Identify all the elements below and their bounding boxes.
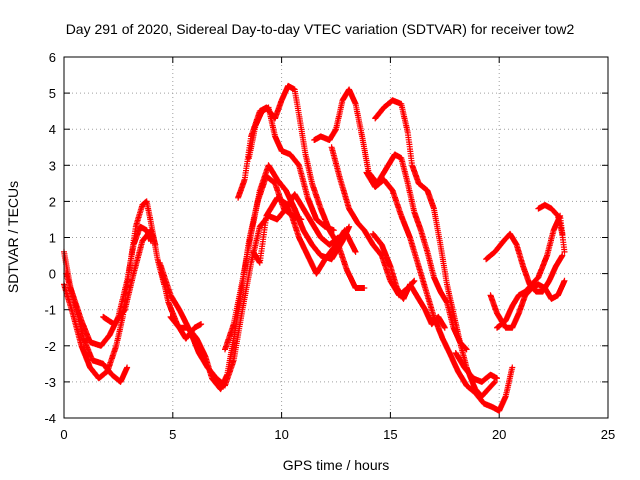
data-marker-path [363, 169, 516, 414]
x-tick-label: 5 [169, 427, 176, 442]
y-tick-label: 5 [49, 86, 56, 101]
data-marker-path [61, 198, 168, 382]
series-trace-21 [535, 202, 566, 237]
y-tick-label: -2 [44, 339, 56, 354]
data-marker-path [372, 97, 498, 400]
data-marker-path [156, 191, 342, 389]
y-tick-label: 2 [49, 194, 56, 209]
series-trace-17 [452, 350, 500, 385]
y-tick-label: 1 [49, 231, 56, 246]
data-marker-path [222, 162, 353, 353]
series-trace-19 [483, 230, 566, 295]
series-trace-11 [246, 104, 337, 234]
y-tick-label: -4 [44, 411, 56, 426]
data-marker-path [100, 227, 159, 328]
data-marker-path [483, 230, 566, 295]
data-marker-path [452, 350, 500, 385]
x-tick-label: 20 [492, 427, 506, 442]
x-axis-label: GPS time / hours [283, 457, 390, 473]
series-trace-7 [156, 191, 342, 389]
y-tick-label: 0 [49, 267, 56, 282]
series-trace-8 [222, 162, 353, 353]
series-trace-2 [61, 198, 168, 382]
series-trace-3 [63, 270, 131, 385]
y-tick-label: -3 [44, 375, 56, 390]
y-tick-label: 3 [49, 158, 56, 173]
series-trace-16 [363, 169, 516, 414]
series-trace-20 [494, 212, 568, 331]
plot-frame [63, 56, 609, 419]
data-marker-path [311, 86, 470, 353]
chart-title: Day 291 of 2020, Sidereal Day-to-day VTE… [66, 21, 575, 37]
data-marker-path [246, 104, 337, 234]
series-trace-6 [167, 173, 305, 393]
data-points [61, 82, 568, 414]
y-tick-label: 6 [49, 50, 56, 65]
data-marker-path [250, 194, 359, 277]
data-marker-path [535, 202, 566, 237]
x-tick-label: 15 [383, 427, 397, 442]
y-axis-label: SDTVAR / TECUs [5, 181, 21, 293]
y-tick-label: 4 [49, 122, 56, 137]
data-marker-path [167, 173, 305, 393]
x-tick-label: 25 [601, 427, 615, 442]
series-trace-14 [372, 97, 498, 400]
series-trace-12 [311, 86, 470, 353]
data-marker-path [63, 270, 131, 385]
series-trace-9 [250, 194, 359, 277]
x-tick-label: 0 [60, 427, 67, 442]
series-trace-4 [100, 227, 159, 328]
x-tick-label: 10 [274, 427, 288, 442]
y-tick-label: -1 [44, 303, 56, 318]
data-marker-path [494, 212, 568, 331]
